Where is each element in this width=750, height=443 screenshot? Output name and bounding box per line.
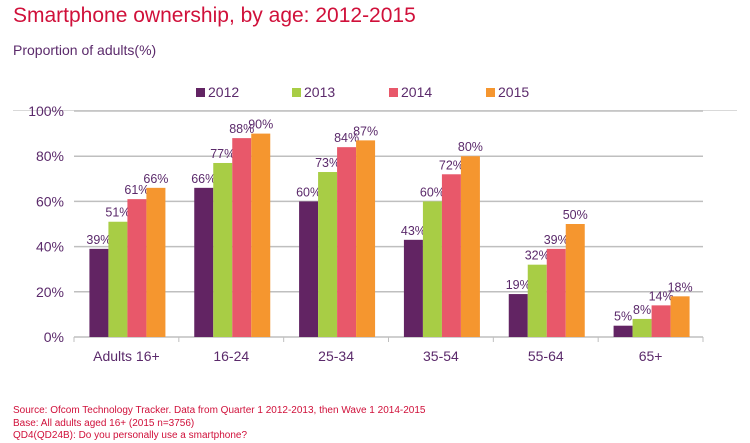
data-label: 5% [614,310,632,324]
bar [194,187,214,337]
legend-item-2014: 2014 [389,84,432,100]
legend-label-2012: 2012 [208,84,240,100]
data-label: 77% [210,147,235,161]
bar [546,248,566,337]
data-label: 60% [420,185,445,199]
bar [403,239,423,337]
chart-title: Smartphone ownership, by age: 2012-2015 [13,4,416,27]
bar [108,221,128,337]
data-label: 73% [315,156,340,170]
data-label: 43% [401,224,426,238]
legend-item-2015: 2015 [486,84,529,100]
footer-source: Source: Ofcom Technology Tracker. Data f… [13,405,426,416]
legend-item-2012: 2012 [196,84,239,100]
x-tick-label: Adults 16+ [93,348,160,364]
bar [632,318,652,337]
data-label: 61% [124,183,149,197]
data-label: 66% [143,172,168,186]
bar [651,305,671,337]
data-label: 87% [353,124,378,138]
data-label: 50% [563,208,588,222]
bar [613,325,633,337]
bar [127,199,147,337]
bar [337,147,357,337]
legend-label-2014: 2014 [401,84,433,100]
data-label: 90% [248,118,273,132]
bar [89,248,109,337]
y-tick-label: 100% [28,103,64,119]
data-label: 88% [229,122,254,136]
bar [232,138,252,337]
legend-swatch-2013 [292,87,301,97]
y-tick-label: 0% [44,329,64,345]
y-tick-label: 80% [36,148,64,164]
data-label: 60% [296,185,321,199]
legend-swatch-2014 [389,87,398,97]
chart-subtitle: Proportion of adults(%) [13,42,157,58]
bar [213,162,233,337]
x-tick-label: 35-54 [423,348,459,364]
bar [356,140,376,337]
bar [318,172,338,337]
data-label: 14% [649,289,674,303]
y-tick-label: 60% [36,193,64,209]
bar [565,224,585,337]
data-label: 39% [86,233,111,247]
legend-label-2015: 2015 [498,84,530,100]
footer-question: QD4(QD24B): Do you personally use a smar… [13,430,248,441]
y-tick-label: 20% [36,284,64,300]
bar [460,156,480,337]
x-tick-label: 55-64 [528,348,564,364]
data-label: 8% [633,303,651,317]
data-label: 72% [439,158,464,172]
bar [527,264,547,337]
bar [146,187,166,337]
data-label: 80% [458,140,483,154]
bar [251,133,271,337]
legend-swatch-2015 [486,87,495,97]
x-tick-label: 25-34 [318,348,354,364]
bar [670,296,690,337]
legend-swatch-2012 [196,87,205,97]
legend-label-2013: 2013 [304,84,336,100]
data-label: 39% [544,233,569,247]
bar [441,174,461,337]
data-label: 51% [105,206,130,220]
data-label: 66% [191,172,216,186]
x-tick-label: 16-24 [213,348,249,364]
bar [422,201,442,337]
y-tick-label: 40% [36,239,64,255]
bar [299,201,319,337]
data-label: 84% [334,131,359,145]
footer-base: Base: All adults aged 16+ (2015 n=3756) [13,417,195,429]
x-tick-label: 65+ [639,348,663,364]
legend-item-2013: 2013 [292,84,335,100]
data-label: 32% [525,249,550,263]
chart-footer: Source: Ofcom Technology Tracker. Data f… [13,405,425,443]
data-label: 19% [506,278,531,292]
bar [508,294,528,337]
data-label: 18% [668,280,693,294]
